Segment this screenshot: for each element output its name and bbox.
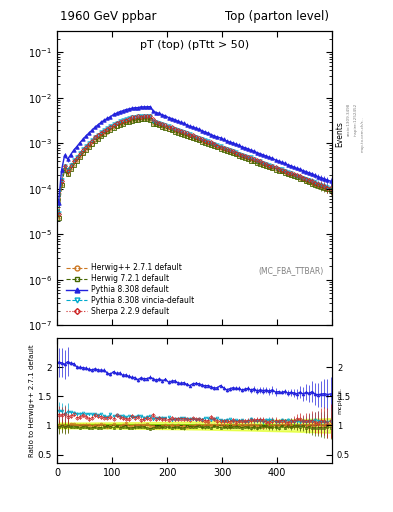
Text: inspire:1252452: inspire:1252452 (354, 102, 358, 136)
Text: pT (top) (pTtt > 50): pT (top) (pTtt > 50) (140, 39, 249, 50)
Text: mcplots.: mcplots. (338, 387, 342, 414)
Text: Top (parton level): Top (parton level) (225, 10, 329, 24)
Text: (MC_FBA_TTBAR): (MC_FBA_TTBAR) (259, 266, 324, 275)
Legend: Herwig++ 2.7.1 default, Herwig 7.2.1 default, Pythia 8.308 default, Pythia 8.308: Herwig++ 2.7.1 default, Herwig 7.2.1 def… (63, 261, 197, 319)
Text: 1960 GeV ppbar: 1960 GeV ppbar (60, 10, 156, 24)
Text: map.to.cern.ch/r...: map.to.cern.ch/r... (360, 116, 364, 152)
Y-axis label: Ratio to Herwig++ 2.7.1 default: Ratio to Herwig++ 2.7.1 default (29, 345, 35, 457)
Text: Events: Events (336, 121, 344, 147)
Text: arxiv:1309.3498: arxiv:1309.3498 (347, 102, 351, 136)
